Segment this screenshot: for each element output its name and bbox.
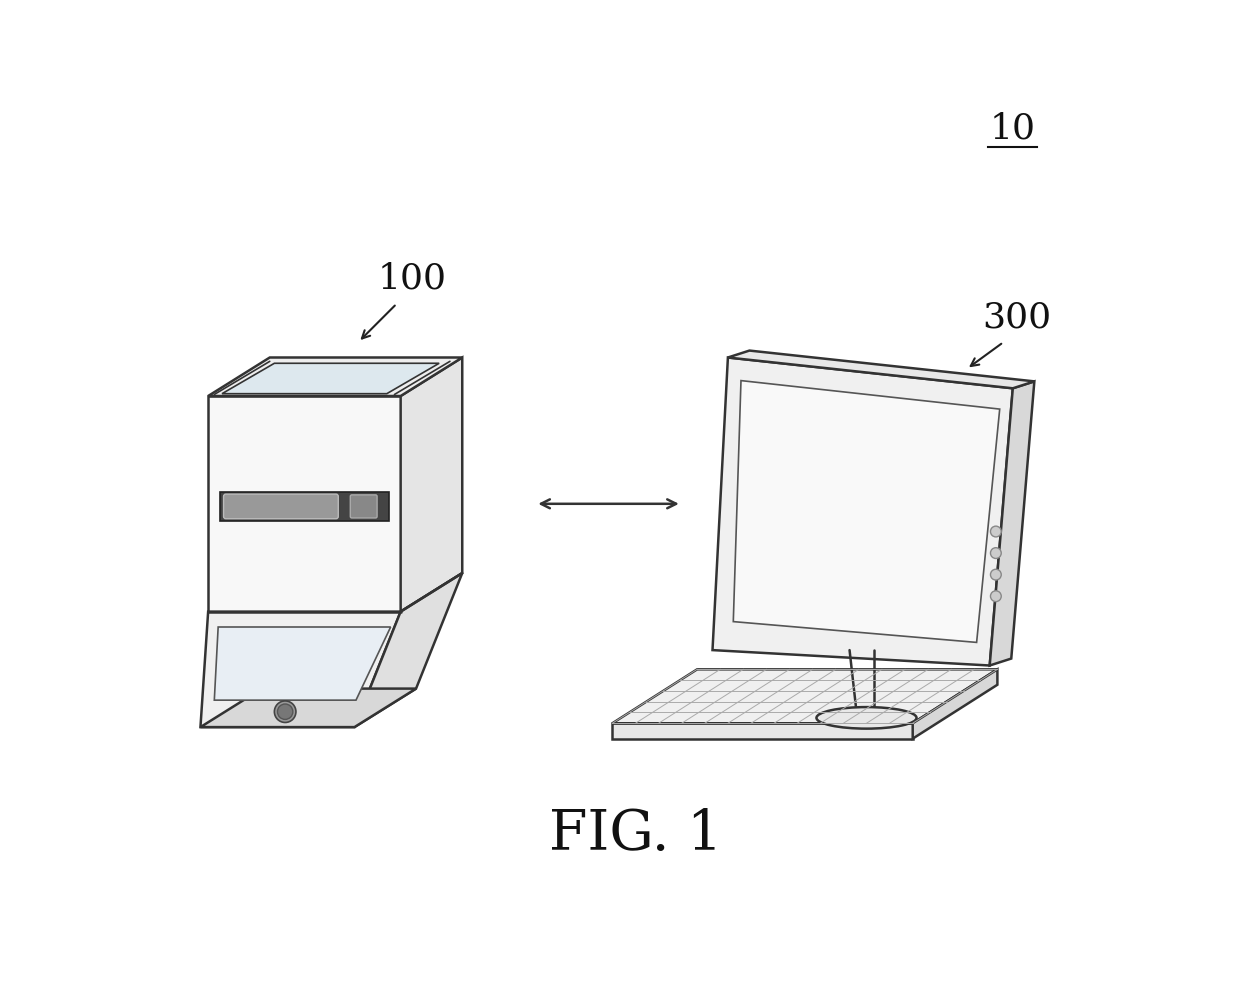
- Text: 100: 100: [378, 262, 446, 296]
- Polygon shape: [215, 627, 391, 700]
- Ellipse shape: [816, 707, 916, 729]
- Circle shape: [274, 701, 296, 723]
- Text: 10: 10: [990, 112, 1035, 146]
- Polygon shape: [201, 612, 401, 727]
- Polygon shape: [733, 380, 999, 643]
- Polygon shape: [990, 381, 1034, 665]
- Circle shape: [991, 526, 1001, 537]
- Text: FIG. 1: FIG. 1: [549, 808, 722, 862]
- Circle shape: [991, 591, 1001, 602]
- FancyBboxPatch shape: [350, 495, 377, 518]
- Polygon shape: [208, 396, 401, 612]
- Polygon shape: [208, 357, 463, 396]
- Polygon shape: [222, 363, 439, 394]
- Circle shape: [991, 569, 1001, 580]
- Circle shape: [278, 704, 293, 720]
- Polygon shape: [219, 492, 389, 521]
- Polygon shape: [728, 350, 1034, 388]
- Text: 300: 300: [982, 300, 1052, 335]
- Polygon shape: [355, 573, 463, 727]
- Polygon shape: [913, 669, 997, 739]
- Polygon shape: [613, 669, 997, 724]
- FancyBboxPatch shape: [223, 494, 339, 519]
- Circle shape: [991, 547, 1001, 558]
- Polygon shape: [713, 357, 1013, 665]
- Polygon shape: [401, 357, 463, 612]
- Polygon shape: [613, 724, 913, 739]
- Polygon shape: [201, 689, 417, 727]
